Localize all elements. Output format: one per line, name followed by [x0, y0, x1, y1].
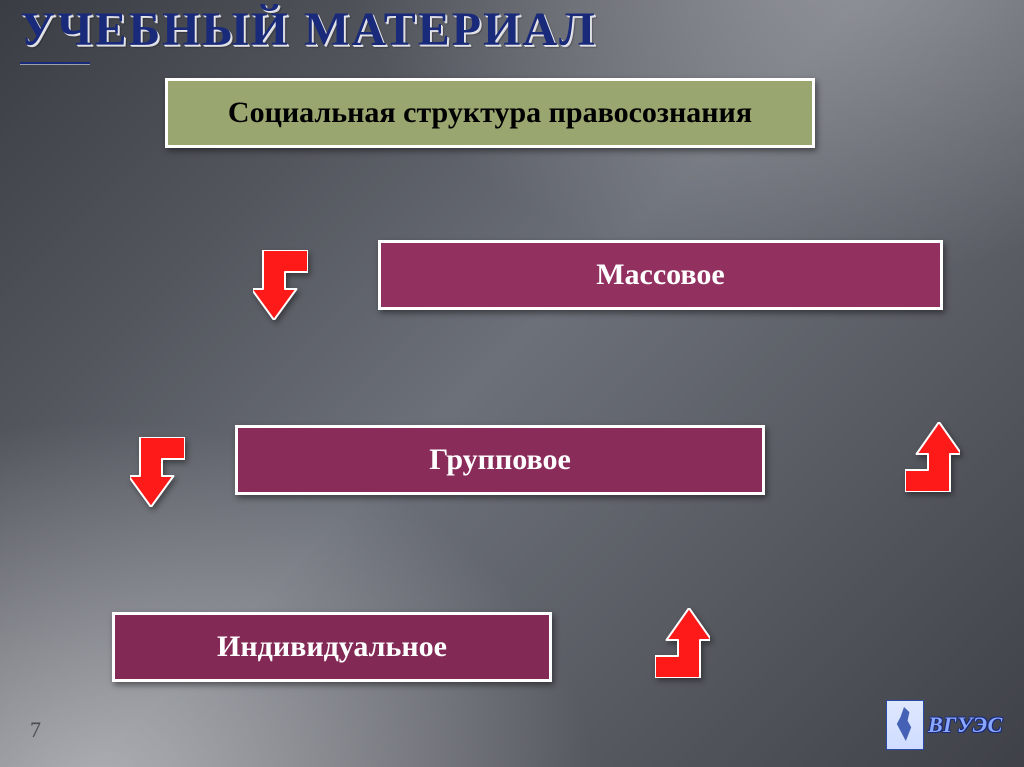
slide-title: УЧЕБНЫЙ МАТЕРИАЛ — [20, 2, 597, 57]
mass-box: Массовое — [378, 240, 943, 310]
title-underline — [20, 62, 90, 64]
header-box-label: Социальная структура правосознания — [228, 96, 752, 130]
group-box: Групповое — [235, 425, 765, 495]
individual-box-label: Индивидуальное — [217, 630, 447, 664]
logo-emblem-icon — [886, 700, 924, 750]
individual-box: Индивидуальное — [112, 612, 552, 682]
logo-text: ВГУЭС — [928, 712, 1003, 738]
logo: ВГУЭС — [886, 697, 1006, 753]
arrow-up-2 — [905, 422, 960, 492]
page-number: 7 — [30, 717, 41, 743]
header-box: Социальная структура правосознания — [165, 78, 815, 148]
mass-box-label: Массовое — [596, 258, 725, 292]
arrow-up-1 — [655, 608, 710, 678]
arrow-down-1 — [253, 250, 308, 320]
slide: УЧЕБНЫЙ МАТЕРИАЛ Социальная структура пр… — [0, 0, 1024, 767]
arrow-down-2 — [130, 437, 185, 507]
group-box-label: Групповое — [429, 443, 571, 477]
